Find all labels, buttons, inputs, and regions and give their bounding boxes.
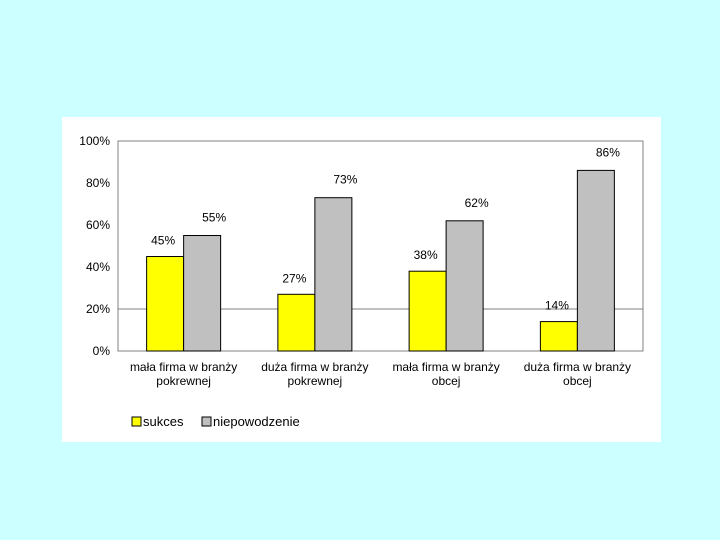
data-label-sukces-1: 27% (282, 271, 306, 285)
bar-niepowodzenie-3 (576, 169, 615, 352)
data-label-niepowodzenie-2: 62% (465, 196, 489, 210)
bar-niepowodzenie-2 (445, 220, 484, 352)
plot-area: 0% 20% 40% 60% 80% 100% 45% 55% 27% 73% 38% 62% 14%… (79, 134, 644, 388)
category-label: obcej (563, 374, 592, 388)
bar-sukces-2 (408, 270, 447, 352)
data-label-niepowodzenie-1: 73% (333, 173, 357, 187)
y-tick-label: 80% (86, 176, 110, 190)
chart-panel: 0% 20% 40% 60% 80% 100% 45% 55% 27% 73% 38% 62% 14%… (62, 117, 661, 442)
legend: sukces niepowodzenie (131, 414, 300, 429)
data-label-sukces-3: 14% (545, 299, 569, 313)
category-label: mała firma w branży (392, 360, 499, 374)
category-label: duża firma w branży (524, 360, 631, 374)
y-tick-label: 40% (86, 260, 110, 274)
category-label: duża firma w branży (261, 360, 368, 374)
data-label-sukces-0: 45% (151, 234, 175, 248)
bar-niepowodzenie-0 (183, 235, 222, 352)
data-label-niepowodzenie-0: 55% (202, 211, 226, 225)
category-label: pokrewnej (288, 374, 343, 388)
y-tick-label: 60% (86, 218, 110, 232)
data-label-niepowodzenie-3: 86% (596, 145, 620, 159)
legend-swatch-sukces (131, 416, 142, 427)
bars (146, 169, 615, 352)
category-label: obcej (432, 374, 461, 388)
category-label: pokrewnej (156, 374, 211, 388)
legend-swatch-niepowodzenie (201, 416, 212, 427)
bar-chart: 0% 20% 40% 60% 80% 100% 45% 55% 27% 73% 38% 62% 14%… (79, 134, 644, 429)
bar-niepowodzenie-1 (314, 197, 353, 352)
y-tick-label: 20% (86, 302, 110, 316)
y-tick-label: 0% (93, 344, 111, 358)
legend-label-sukces: sukces (143, 414, 184, 429)
y-tick-label: 100% (79, 134, 110, 148)
bar-sukces-3 (539, 321, 578, 352)
y-axis-ticks: 0% 20% 40% 60% 80% 100% (79, 134, 110, 358)
bar-sukces-0 (146, 256, 185, 352)
data-labels: 45% 55% 27% 73% 38% 62% 14% 86% (151, 145, 620, 312)
legend-label-niepowodzenie: niepowodzenie (213, 414, 300, 429)
category-label: mała firma w branży (130, 360, 237, 374)
data-label-sukces-2: 38% (414, 248, 438, 262)
bar-sukces-1 (277, 293, 316, 352)
